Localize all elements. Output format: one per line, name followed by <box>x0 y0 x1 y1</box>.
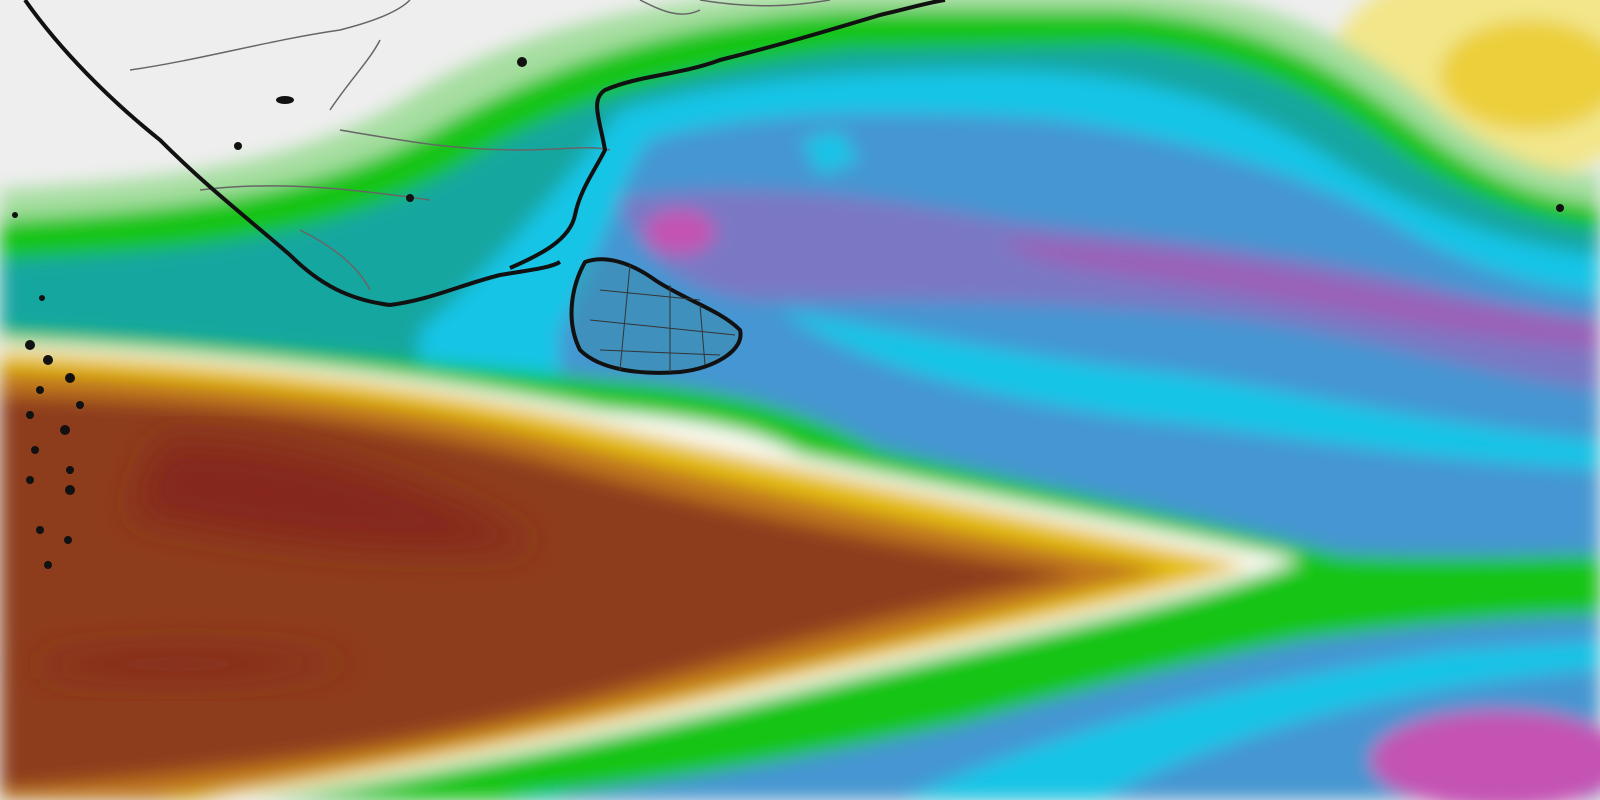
atoll <box>36 526 44 534</box>
island-dots <box>12 57 1564 301</box>
atoll <box>65 373 75 383</box>
atoll <box>25 340 35 350</box>
dark-red-core-2 <box>40 650 360 678</box>
state-borders <box>129 0 831 291</box>
sri-lanka-districts <box>589 264 736 372</box>
atoll <box>66 466 74 474</box>
island <box>1556 204 1564 212</box>
magenta-streak <box>1000 240 1600 350</box>
cyan-patch <box>800 130 860 175</box>
maldives-atolls <box>25 340 84 569</box>
atoll <box>43 355 53 365</box>
atoll <box>26 476 34 484</box>
coastline-india-west <box>23 0 562 307</box>
atoll <box>44 561 52 569</box>
atoll <box>60 425 70 435</box>
atoll <box>31 446 39 454</box>
island <box>517 57 527 67</box>
boundaries <box>12 0 1564 569</box>
atoll <box>36 386 44 394</box>
sri-lanka-outline <box>569 257 743 375</box>
island <box>276 96 294 104</box>
island <box>39 295 45 301</box>
atoll <box>26 411 34 419</box>
island <box>234 142 242 150</box>
magenta-patch-north <box>645 210 715 254</box>
atoll <box>65 485 75 495</box>
magenta-patch-southeast <box>1370 710 1600 800</box>
atoll <box>64 536 72 544</box>
island <box>12 212 18 218</box>
atoll <box>76 401 84 409</box>
island <box>406 194 414 202</box>
coastline-india-east <box>509 0 946 270</box>
cyan-streak-east <box>780 310 1600 470</box>
dark-red-core-1 <box>130 440 540 551</box>
dark-red-cores <box>40 440 540 678</box>
purple-area <box>620 189 1600 390</box>
high-value-core-northeast <box>1440 20 1600 130</box>
cyan-band-southeast <box>900 640 1600 800</box>
